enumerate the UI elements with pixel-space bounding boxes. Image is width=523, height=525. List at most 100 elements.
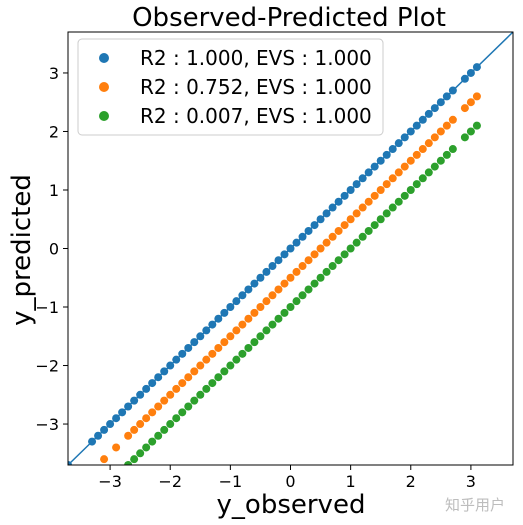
data-point [202,326,211,335]
data-point [406,127,415,136]
data-point [262,326,271,335]
data-point [220,308,229,317]
data-point [184,343,193,352]
data-point [310,250,319,259]
data-point [160,425,169,434]
data-point [154,431,163,440]
data-point [244,314,253,323]
data-point [376,185,385,194]
data-point [370,191,379,200]
data-point [142,384,151,393]
data-point [286,244,295,253]
y-tick-label: 0 [49,240,59,259]
data-point [196,390,205,399]
data-point [262,297,271,306]
data-point [472,63,481,72]
data-point [184,373,193,382]
data-point [262,267,271,276]
data-point [172,414,181,423]
data-point [88,467,96,475]
data-point [214,343,223,352]
data-point [448,115,457,124]
data-point [394,139,403,148]
data-point [328,203,337,212]
data-point [190,396,199,405]
data-point [250,279,259,288]
data-point [388,174,397,183]
data-point [214,314,223,323]
data-point [322,267,331,276]
data-point [436,156,445,165]
data-point [412,180,421,189]
data-point [148,437,157,446]
data-point [310,279,319,288]
data-point [292,267,301,276]
legend-label: R2 : 1.000, EVS : 1.000 [140,46,372,70]
x-tick-label: 2 [406,472,416,491]
data-point [286,303,295,312]
data-point [376,215,385,224]
data-point [100,455,109,464]
data-point [298,232,307,241]
data-point [136,390,145,399]
data-point [286,273,295,282]
data-point [148,408,157,417]
data-point [352,238,361,247]
data-point [94,431,103,440]
data-point [274,256,283,265]
data-point [382,150,391,159]
data-point [400,162,409,171]
legend: R2 : 1.000, EVS : 1.000 R2 : 0.752, EVS :… [77,38,384,136]
data-point [196,332,205,341]
data-point [280,308,289,317]
data-point [274,285,283,294]
data-point [136,420,145,429]
data-point [412,121,421,130]
data-point [442,150,451,159]
data-point [292,238,301,247]
data-point [202,384,211,393]
y-tick-label: −2 [35,357,59,376]
data-point [466,98,475,107]
data-point [340,250,349,259]
data-point [322,238,331,247]
x-tick-label: 3 [466,472,476,491]
data-point [460,104,469,113]
data-point [472,121,481,130]
data-point [214,373,223,382]
data-point [178,379,187,388]
data-point [424,168,433,177]
data-point [232,297,241,306]
data-point [328,232,337,241]
data-point [310,221,319,230]
y-axis-label: y_predicted [7,174,37,326]
data-point [298,291,307,300]
data-point [406,156,415,165]
data-point [124,402,133,411]
data-point [430,162,439,171]
data-point [346,244,355,253]
data-point [370,162,379,171]
data-point [328,262,337,271]
data-point [190,338,199,347]
data-point [226,303,235,312]
data-point [400,133,409,142]
data-point [220,338,229,347]
data-point [274,314,283,323]
data-point [436,127,445,136]
data-point [316,273,325,282]
data-point [208,349,217,358]
series-3 [124,121,481,465]
data-point [346,185,355,194]
legend-marker [99,111,109,121]
y-tick-label: −1 [35,298,59,317]
x-tick-label: −3 [98,472,122,491]
data-point [358,203,367,212]
data-point [358,232,367,241]
data-point [154,373,163,382]
data-point [196,361,205,370]
data-point [184,402,193,411]
data-point [130,455,139,464]
data-point [208,379,217,388]
y-tick-label: 2 [49,122,59,141]
